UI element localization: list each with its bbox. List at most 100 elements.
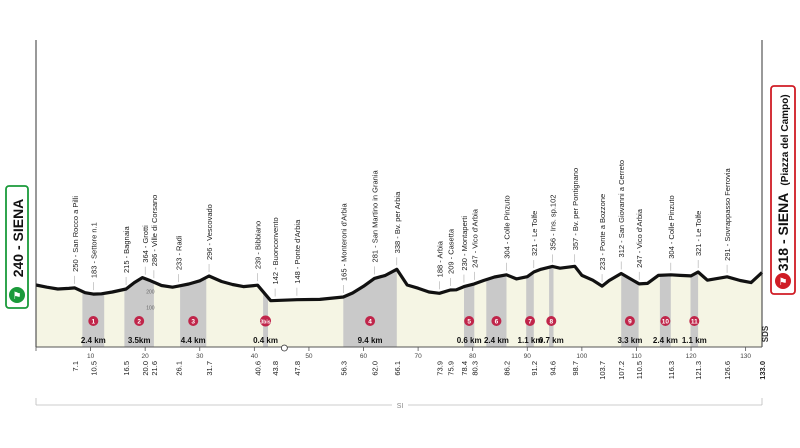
gravel-sector-length: 1.1 km xyxy=(682,336,707,345)
gravel-sector-length: 2.4 km xyxy=(81,336,106,345)
poi-km-label: 86.2 xyxy=(503,361,512,376)
finish-label: 318 - SIENA xyxy=(775,193,791,272)
gravel-sector-length: 0.4 km xyxy=(253,336,278,345)
gravel-sector-band xyxy=(549,266,554,347)
gravel-sector-badge xyxy=(689,316,700,326)
poi-name-label: 304 - Colle Pinzuto xyxy=(503,195,512,258)
y-tick-label: 100 xyxy=(146,305,155,311)
poi-km-label: 126.6 xyxy=(723,361,732,380)
profile-area xyxy=(36,266,762,347)
poi-km-label: 98.7 xyxy=(571,361,580,376)
poi-name-label: 296 - Vescovado xyxy=(205,204,214,260)
gravel-sector-band xyxy=(486,274,507,347)
poi-km-label: 62.0 xyxy=(370,361,379,376)
gravel-sector-band xyxy=(526,272,534,347)
poi-km-label: 56.3 xyxy=(339,361,348,376)
poi-km-label: 31.7 xyxy=(205,361,214,376)
poi-name-label: 215 - Bagnaia xyxy=(122,225,131,273)
poi-name-label: 291 - Sovrappasso Ferrovia xyxy=(723,167,732,260)
gravel-sector-band xyxy=(464,283,475,347)
poi-name-label: 250 - San Rocco a Pilli xyxy=(71,196,80,272)
poi-km-label: 75.9 xyxy=(446,361,455,376)
poi-name-label: 165 - Monteroni d'Arbia xyxy=(339,202,348,281)
gravel-sector-band xyxy=(621,273,639,347)
poi-km-label: 73.9 xyxy=(435,361,444,376)
start-box xyxy=(5,185,29,309)
gravel-sector-number: 10 xyxy=(662,319,670,326)
poi-km-label: 110.5 xyxy=(635,361,644,379)
x-tick-label: 30 xyxy=(196,353,204,360)
poi-km-label: 94.6 xyxy=(548,361,557,376)
gravel-sector-length: 9.4 km xyxy=(358,336,383,345)
poi-km-label: 91.2 xyxy=(530,361,539,376)
x-tick-label: 10 xyxy=(87,353,95,360)
poi-km-label: 66.1 xyxy=(393,361,402,376)
finish-flag-icon: ⚑ xyxy=(779,277,788,288)
gravel-sector-number: 2 xyxy=(137,319,141,326)
poi-name-label: 247 - Vico d'Arbia xyxy=(635,208,644,268)
poi-name-label: 321 - Le Tolfe xyxy=(530,211,539,256)
gravel-sector-badge xyxy=(660,316,671,326)
gravel-sector-badge xyxy=(188,316,199,326)
gravel-sector-badge xyxy=(88,316,99,326)
gravel-sector-number: 6 xyxy=(495,319,499,326)
gravel-sector-number: 3bis xyxy=(261,320,271,326)
poi-name-label: 230 - Montaperti xyxy=(460,216,469,271)
poi-name-label: 364 - Grotti xyxy=(141,225,150,263)
y-tick-label: 200 xyxy=(146,289,155,295)
poi-name-label: 239 - Bibbiano xyxy=(254,221,263,269)
poi-km-label: 43.8 xyxy=(271,361,280,376)
gravel-sector-band xyxy=(343,269,397,347)
gravel-sector-length: 2.4 km xyxy=(653,336,678,345)
poi-name-label: 148 - Ponte d'Arbia xyxy=(293,219,302,284)
x-tick-label: 110 xyxy=(631,353,642,360)
poi-name-label: 312 - San Giovanni a Cerreto xyxy=(617,160,626,258)
poi-name-label: 183 - Settore n.1 xyxy=(89,222,98,278)
poi-name-label: 247 - Vico d'Arbia xyxy=(470,208,479,268)
x-tick-label: 130 xyxy=(740,353,751,360)
gravel-sector-number: 7 xyxy=(528,319,532,326)
gravel-sector-number: 5 xyxy=(467,319,471,326)
gravel-sector-badge xyxy=(624,316,635,326)
x-tick-label: 90 xyxy=(524,353,532,360)
gravel-sector-number: 8 xyxy=(549,319,553,326)
poi-name-label: 338 - Bv. per Arbia xyxy=(393,191,402,253)
gravel-sector-length: 1.1 km xyxy=(518,336,543,345)
x-tick-label: 100 xyxy=(576,353,587,360)
poi-km-label: 116.3 xyxy=(667,361,676,379)
gravel-sector-badge xyxy=(260,315,272,327)
start-label: 240 - SIENA xyxy=(10,199,26,278)
gravel-sector-length: 0.7 km xyxy=(539,336,564,345)
poi-km-label: 121.3 xyxy=(694,361,703,380)
gravel-sector-band xyxy=(124,277,154,347)
poi-name-label: 142 - Buonconvento xyxy=(271,217,280,284)
gravel-sector-length: 3.3 km xyxy=(617,336,642,345)
finish-detail: (Piazza del Campo) xyxy=(780,94,791,185)
poi-km-label: 26.1 xyxy=(175,361,184,376)
poi-km-label: 107.2 xyxy=(617,361,626,380)
poi-km-label: 40.6 xyxy=(254,361,263,376)
gravel-sector-badge xyxy=(491,316,502,326)
gravel-sector-number: 3 xyxy=(191,319,195,326)
feed-zone-marker xyxy=(280,344,288,352)
bottom-label-bg xyxy=(392,400,408,410)
poi-name-label: 233 - Ponte a Bozzone xyxy=(598,194,607,270)
start-icon xyxy=(9,287,25,303)
gravel-sector-number: 11 xyxy=(691,319,698,326)
x-tick-label: 20 xyxy=(142,353,150,360)
poi-km-label: 10.5 xyxy=(89,361,98,376)
gravel-sector-number: 1 xyxy=(92,319,96,326)
gravel-sector-length: 3.5km xyxy=(128,336,151,345)
corner-label: SDS xyxy=(761,325,770,342)
finish-icon xyxy=(775,273,791,289)
x-tick-label: 50 xyxy=(305,353,313,360)
gravel-sector-badge xyxy=(365,316,376,326)
poi-km-label: 21.6 xyxy=(150,361,159,376)
x-tick-label: 80 xyxy=(469,353,477,360)
x-tick-label: 40 xyxy=(251,353,259,360)
gravel-sector-length: 0.6 km xyxy=(457,336,482,345)
poi-name-label: 188 - Arbia xyxy=(435,240,444,277)
gravel-sector-number: 9 xyxy=(628,319,632,326)
